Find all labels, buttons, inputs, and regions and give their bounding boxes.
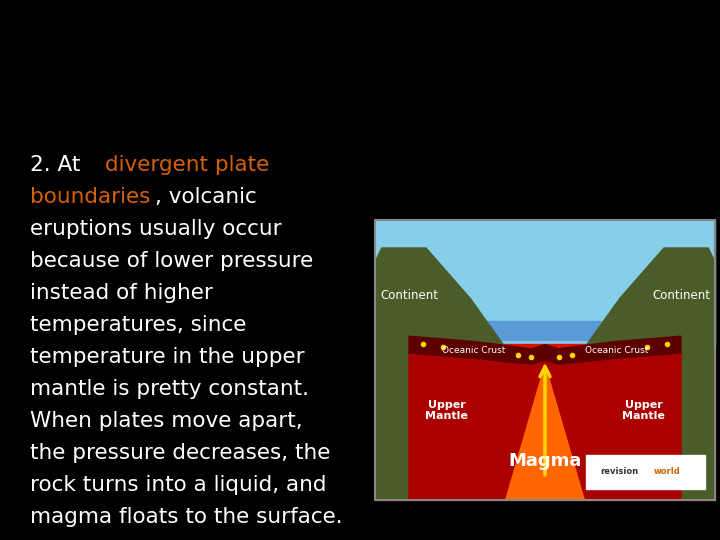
Text: magma floats to the surface.: magma floats to the surface. bbox=[30, 507, 343, 527]
Polygon shape bbox=[545, 353, 681, 500]
Text: divergent plate: divergent plate bbox=[105, 155, 269, 175]
Text: Magma: Magma bbox=[508, 452, 582, 470]
Text: , volcanic: , volcanic bbox=[155, 187, 256, 207]
Text: instead of higher: instead of higher bbox=[30, 283, 213, 303]
Bar bbox=[375, 220, 715, 500]
Text: rock turns into a liquid, and: rock turns into a liquid, and bbox=[30, 475, 326, 495]
Text: mantle is pretty constant.: mantle is pretty constant. bbox=[30, 379, 309, 399]
Polygon shape bbox=[545, 336, 681, 364]
Text: world: world bbox=[654, 468, 680, 476]
Polygon shape bbox=[586, 248, 715, 500]
Text: temperatures, since: temperatures, since bbox=[30, 315, 246, 335]
Text: boundaries: boundaries bbox=[30, 187, 150, 207]
Text: 2. At: 2. At bbox=[30, 155, 87, 175]
Text: When plates move apart,: When plates move apart, bbox=[30, 411, 302, 431]
Text: revision: revision bbox=[600, 468, 638, 476]
Polygon shape bbox=[375, 248, 504, 500]
Text: Oceanic Crust: Oceanic Crust bbox=[585, 346, 648, 355]
Polygon shape bbox=[409, 336, 545, 364]
Polygon shape bbox=[504, 354, 586, 500]
Text: Upper
Mantle: Upper Mantle bbox=[622, 400, 665, 421]
Text: Oceanic Crust: Oceanic Crust bbox=[442, 346, 505, 355]
Text: temperature in the upper: temperature in the upper bbox=[30, 347, 305, 367]
Polygon shape bbox=[409, 353, 545, 500]
Bar bbox=[375, 344, 715, 500]
Bar bbox=[375, 220, 715, 346]
Text: Continent: Continent bbox=[652, 289, 710, 302]
Text: Upper
Mantle: Upper Mantle bbox=[425, 400, 468, 421]
Bar bbox=[586, 455, 705, 489]
Bar bbox=[436, 321, 654, 340]
Text: eruptions usually occur: eruptions usually occur bbox=[30, 219, 282, 239]
Text: Continent: Continent bbox=[380, 289, 438, 302]
Text: because of lower pressure: because of lower pressure bbox=[30, 251, 313, 271]
Text: the pressure decreases, the: the pressure decreases, the bbox=[30, 443, 330, 463]
